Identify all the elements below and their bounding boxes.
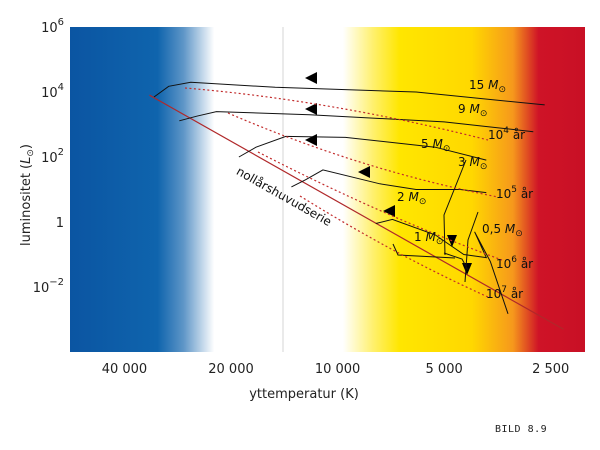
mass-label: 2 M⊙ [397, 190, 426, 207]
zams-line [149, 94, 564, 330]
y-tick-label: 10−2 [33, 277, 64, 296]
isochrone-label: 104 år [488, 126, 525, 142]
mass-label: 9 M⊙ [458, 102, 487, 119]
x-axis-ticks: 40 000 20 000 10 000 5 000 2 500 [102, 362, 570, 377]
isochrone-label: 105 år [496, 185, 533, 201]
y-tick-label: 104 [41, 82, 64, 101]
isochrone-label: 106 år [496, 255, 533, 271]
track-descent [443, 159, 467, 256]
mass-label: 1 M⊙ [414, 230, 443, 247]
y-tick-label: 106 [41, 17, 64, 36]
isochrones [184, 87, 503, 298]
x-tick-label: 2 500 [532, 362, 569, 377]
track-arrowhead [305, 134, 317, 146]
y-axis-ticks: 106 104 102 1 10−2 [33, 17, 64, 296]
track-15-m [153, 81, 545, 106]
x-axis-label: yttemperatur (K) [249, 387, 359, 402]
track-arrowhead [305, 72, 317, 84]
isochrone-line [299, 195, 489, 298]
y-axis-label: luminositet (L⊙) [19, 144, 36, 246]
mass-label: 5 M⊙ [421, 137, 450, 154]
track-9-m [179, 111, 534, 133]
mass-label: 3 M⊙ [458, 155, 487, 172]
mass-label: 0,5 M⊙ [482, 222, 523, 239]
track-arrowhead [305, 103, 317, 115]
track-arrowhead [383, 205, 395, 217]
track-hook [443, 252, 469, 271]
x-tick-label: 20 000 [208, 362, 254, 377]
isochrone-line [227, 112, 499, 198]
y-tick-label: 1 [56, 216, 64, 231]
x-tick-label: 10 000 [315, 362, 361, 377]
isochrone-line [257, 151, 503, 261]
track-arrowhead [358, 166, 370, 178]
plot-background [70, 27, 585, 352]
track-1-m [375, 218, 509, 314]
x-tick-label: 5 000 [426, 362, 463, 377]
track-descent [464, 211, 479, 283]
track-labels: 15 M⊙ 9 M⊙ 5 M⊙ 3 M⊙ 2 M⊙ 1 M⊙ 0,5 M⊙ 104 år 105… [397, 78, 533, 301]
mass-label: 15 M⊙ [469, 78, 506, 95]
y-tick-label: 102 [41, 147, 64, 166]
isochrone-label: 107 år [486, 285, 523, 301]
x-tick-label: 40 000 [102, 362, 148, 377]
isochrone-line [184, 87, 489, 141]
track-hook [392, 243, 456, 259]
figure-label: BILD 8.9 [495, 424, 548, 435]
